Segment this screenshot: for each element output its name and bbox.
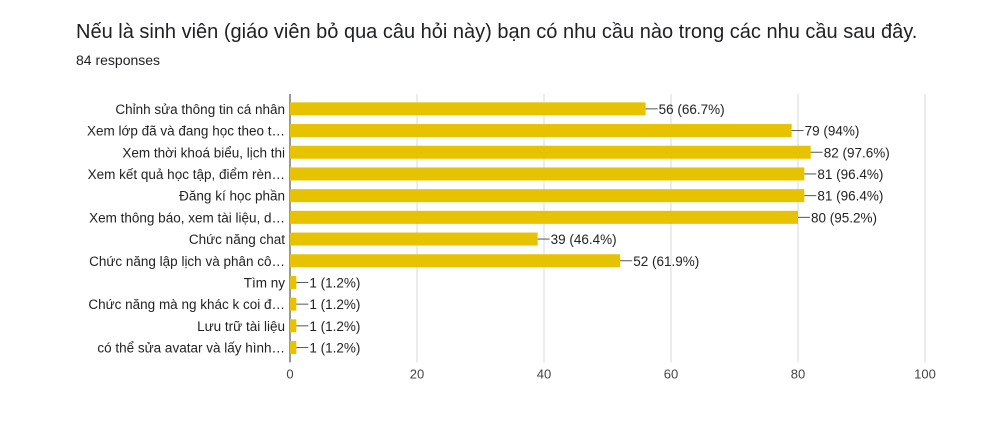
value-label: 56 (66.7%)	[659, 102, 725, 117]
value-label: 81 (96.4%)	[817, 167, 883, 182]
category-label: Chỉnh sửa thông tin cá nhân	[115, 102, 285, 117]
bar	[290, 319, 297, 333]
bar	[290, 167, 805, 181]
bar	[290, 232, 538, 246]
bar	[290, 341, 297, 355]
bars	[290, 102, 811, 355]
value-label: 81 (96.4%)	[817, 189, 883, 204]
bar	[290, 124, 792, 138]
grid-lines	[289, 94, 926, 363]
x-tick-label: 40	[537, 366, 551, 381]
category-label: Đăng kí học phần	[179, 189, 285, 204]
value-label: 1 (1.2%)	[309, 341, 360, 356]
x-tick-label: 100	[914, 366, 936, 381]
value-label: 1 (1.2%)	[309, 297, 360, 312]
value-label: 1 (1.2%)	[309, 319, 360, 334]
value-label: 39 (46.4%)	[551, 232, 617, 247]
category-label: Lưu trữ tài liệu	[197, 319, 285, 334]
value-label: 79 (94%)	[805, 124, 860, 139]
bar	[290, 145, 811, 159]
chart-title: Nếu là sinh viên (giáo viên bỏ qua câu h…	[76, 21, 918, 43]
bar	[290, 275, 297, 289]
value-label: 82 (97.6%)	[824, 145, 890, 160]
category-label: Xem lớp đã và đang học theo t…	[87, 124, 285, 139]
category-label: Xem kết quả học tập, điểm rèn…	[88, 167, 285, 182]
x-tick-label: 60	[664, 366, 678, 381]
category-label: Chức năng mà ng khác k coi đ…	[88, 297, 285, 312]
bar	[290, 254, 621, 268]
bar	[290, 297, 297, 311]
category-label: Xem thông báo, xem tài liệu, d…	[89, 210, 285, 225]
category-label: Chức năng chat	[189, 232, 285, 247]
response-count: 84 responses	[76, 52, 161, 68]
x-tick-label: 20	[410, 366, 424, 381]
value-label: 52 (61.9%)	[633, 254, 699, 269]
category-label: có thể sửa avatar và lấy hình…	[97, 341, 285, 356]
category-label: Chức năng lập lịch và phân cô…	[89, 254, 285, 269]
bar	[290, 189, 805, 203]
x-tick-label: 0	[286, 366, 293, 381]
value-label: 1 (1.2%)	[309, 275, 360, 290]
bar	[290, 210, 798, 224]
category-label: Xem thời khoá biểu, lịch thi	[122, 145, 285, 160]
labels: 0 20 40 60 80 100 Chỉnh sửa thông tin cá nhân 5…	[87, 102, 936, 382]
value-label: 80 (95.2%)	[811, 210, 877, 225]
x-tick-label: 80	[791, 366, 805, 381]
category-label: Tìm ny	[244, 275, 286, 290]
bar	[290, 102, 646, 116]
